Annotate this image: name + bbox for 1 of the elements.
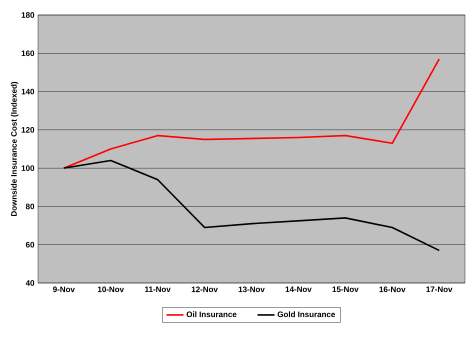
line-series [63,160,440,252]
